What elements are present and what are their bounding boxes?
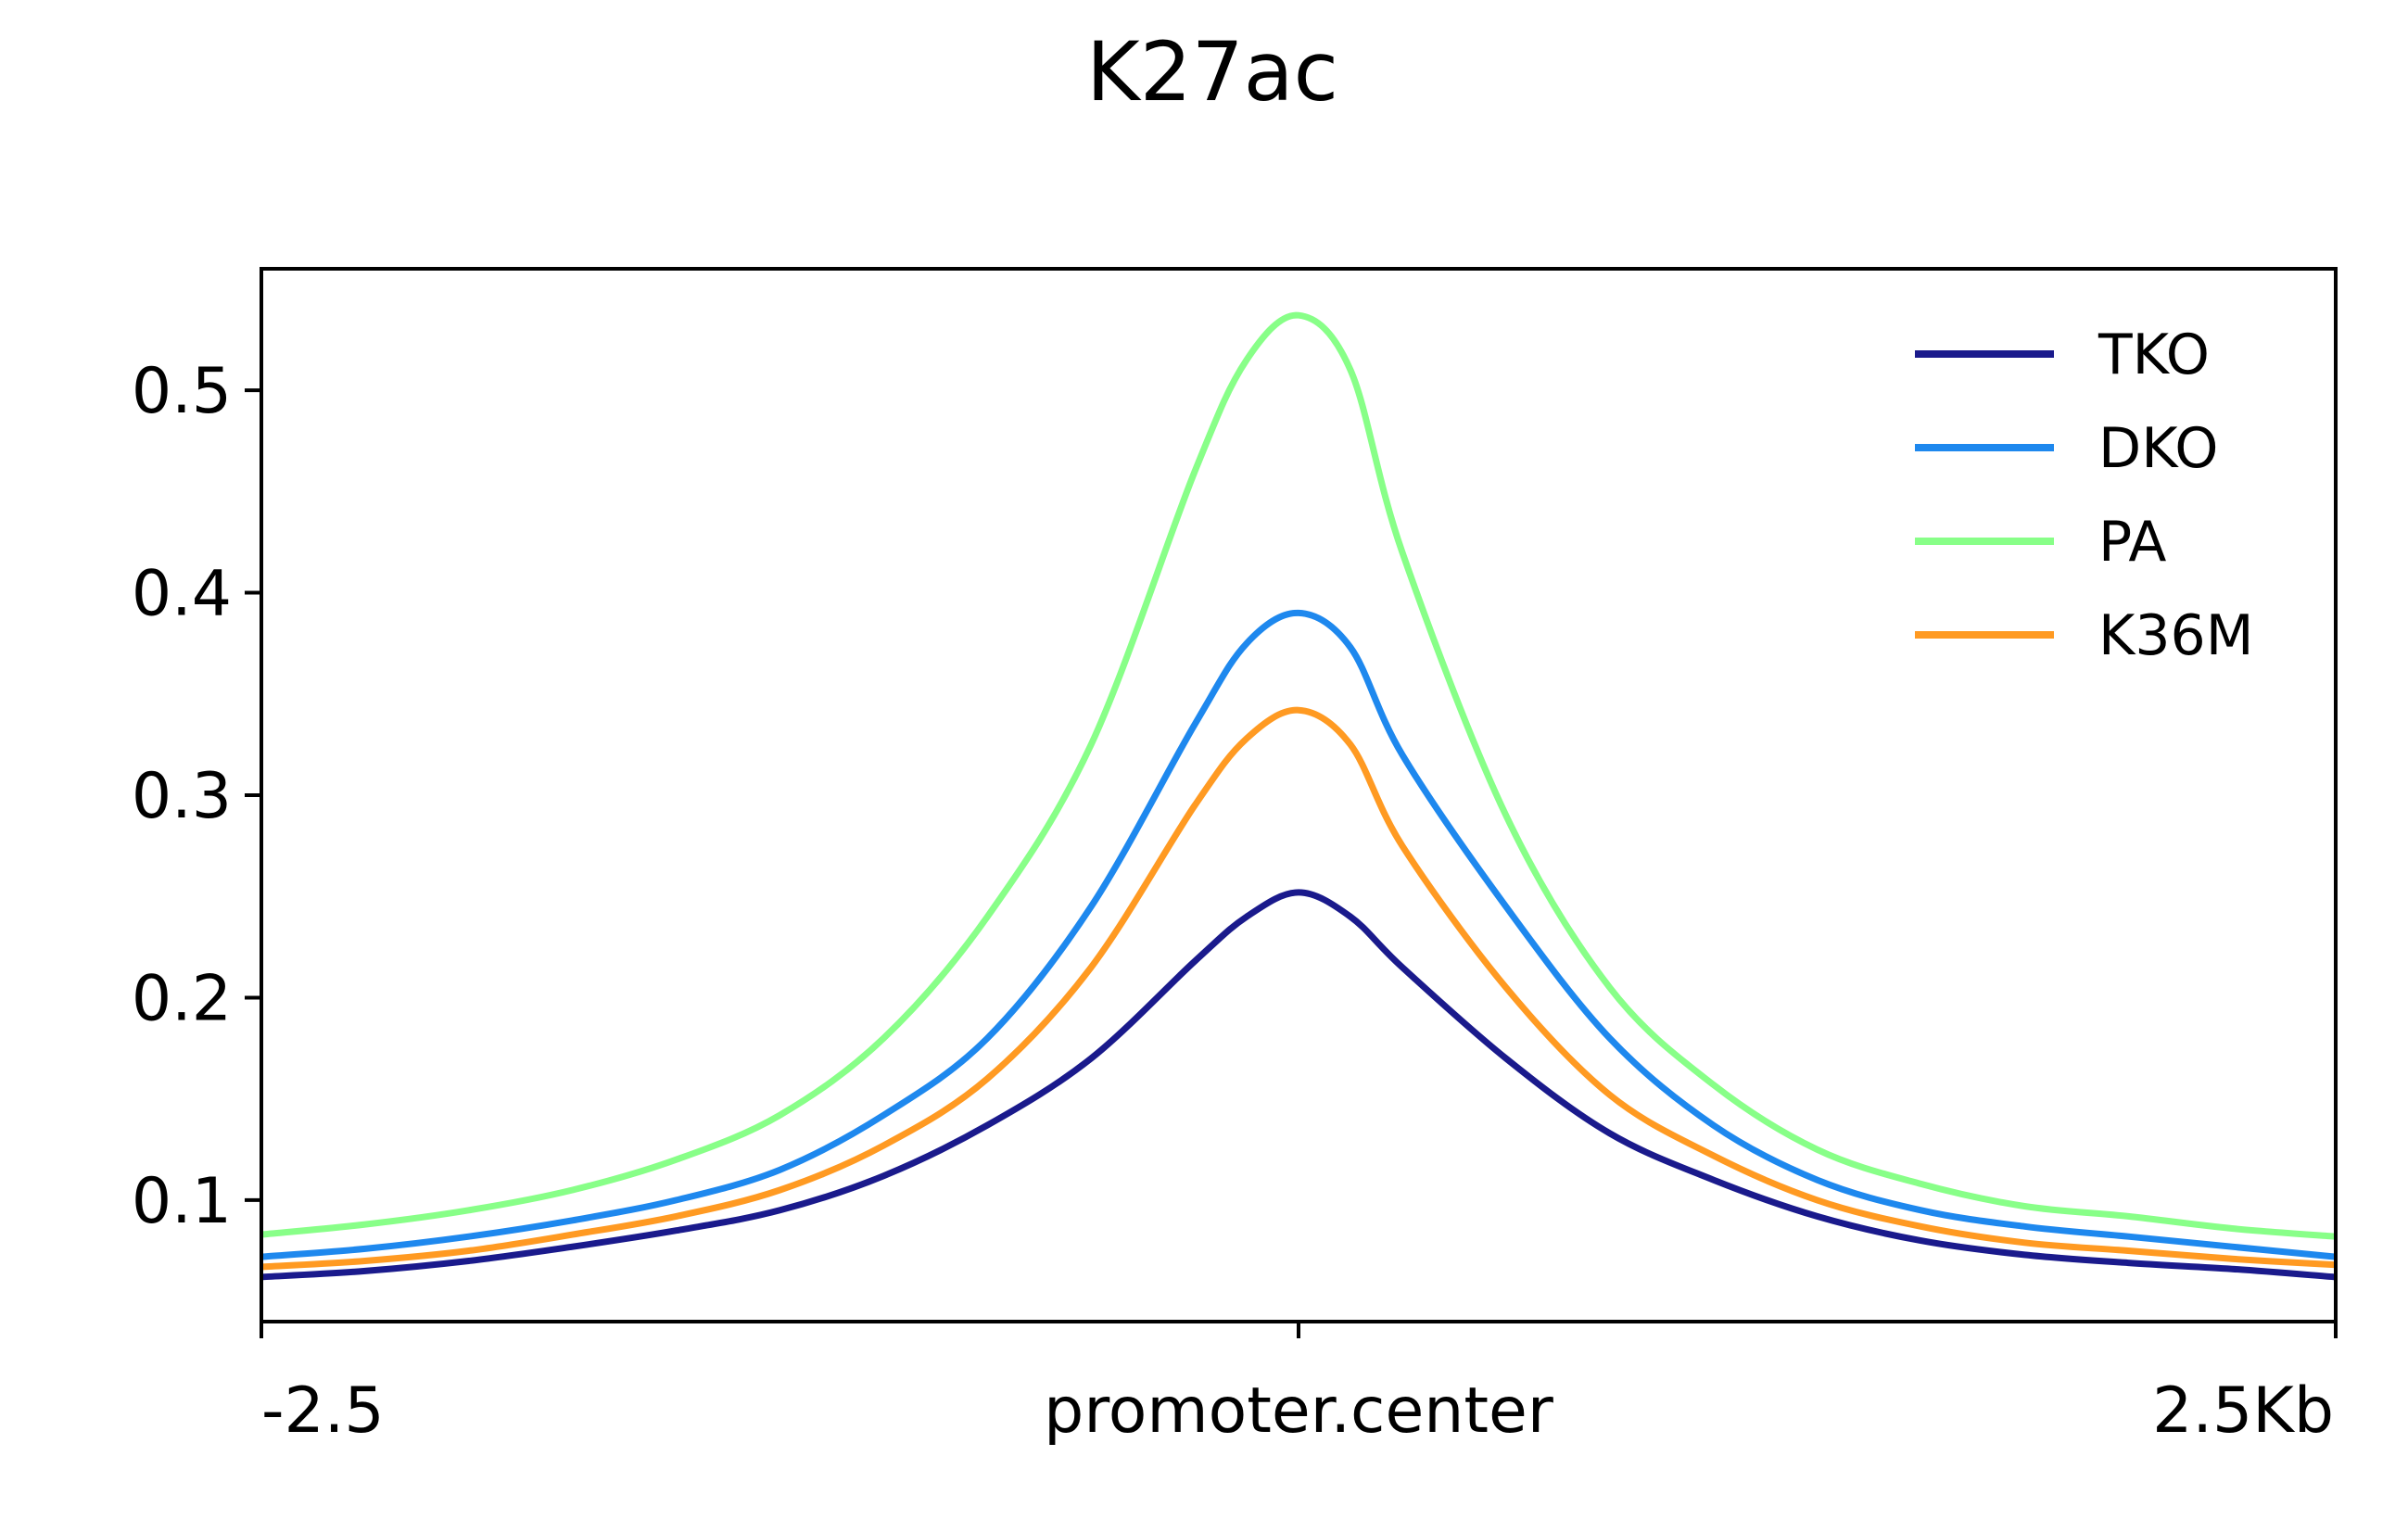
series-lines: [260, 311, 2337, 1281]
legend-label-dko: DKO: [2098, 416, 2219, 481]
x-axis: -2.5 promoter.center 2.5Kb: [260, 1322, 2338, 1448]
x-tick-label-end: 2.5Kb: [2152, 1374, 2334, 1448]
series-line-dko: [260, 609, 2337, 1260]
y-tick-label: 0.4: [132, 558, 232, 631]
y-tick-label: 0.2: [132, 962, 232, 1035]
y-tick-label: 0.3: [132, 760, 232, 833]
y-tick-label: 0.5: [132, 355, 232, 428]
x-tick-label-start: -2.5: [261, 1374, 385, 1448]
series-line-tko: [260, 889, 2337, 1281]
legend-label-tko: TKO: [2097, 323, 2210, 387]
legend-label-pa: PA: [2098, 510, 2166, 575]
plot-frame: [260, 267, 2338, 1323]
legend-label-k36m: K36M: [2098, 603, 2253, 668]
chart-title: K27ac: [1086, 24, 1338, 120]
legend: TKO DKO PA K36M: [1915, 323, 2253, 668]
x-tick-label-center: promoter.center: [1044, 1374, 1553, 1448]
series-line-k36m: [260, 706, 2337, 1271]
y-tick-label: 0.1: [132, 1165, 232, 1238]
series-line-pa: [260, 311, 2337, 1240]
y-axis: 0.1 0.2 0.3 0.4 0.5: [132, 355, 261, 1238]
